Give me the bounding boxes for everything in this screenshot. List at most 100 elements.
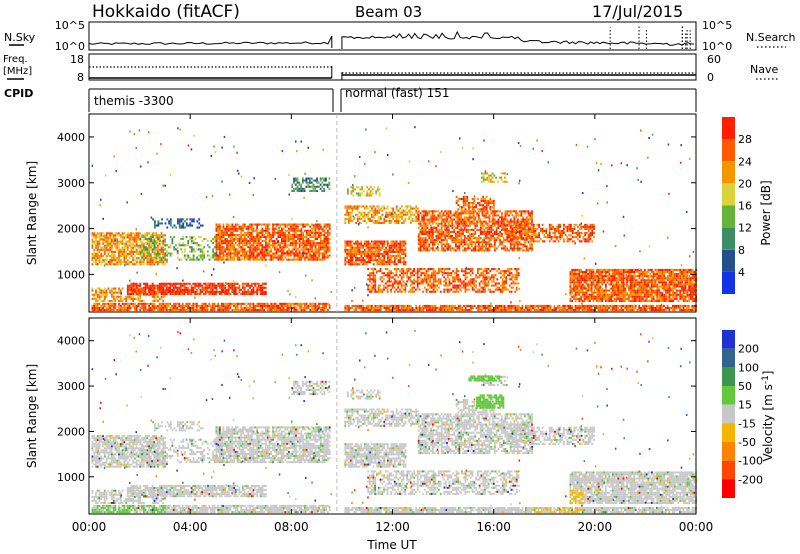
power-cell [279,231,281,234]
power-cell [388,263,391,266]
power-cell [311,244,313,247]
power-cell [369,261,371,264]
power-cell [489,307,492,310]
power-cell [135,244,138,247]
power-cell [151,302,154,305]
power-cell [105,293,108,296]
power-cell [289,238,292,241]
power-cell [498,288,500,291]
power-cell [302,225,304,228]
power-cell [318,244,320,247]
power-cell [629,307,632,310]
power-cell [254,282,257,285]
power-cell [266,229,269,232]
power-cell [365,207,368,210]
power-cell [266,248,269,251]
power-cell [378,211,380,214]
power-cell [369,280,371,283]
power-cell [466,304,469,307]
power-cell [153,234,156,237]
power-cell [266,302,269,305]
power-cell [96,309,99,312]
power-cell [112,291,115,294]
power-cell [463,239,466,242]
power-cell [155,254,158,257]
power-cell [242,286,244,289]
power-cell [427,288,430,291]
power-cell [571,304,573,307]
power-cell [641,309,644,312]
power-cell [212,254,214,257]
power-cell [189,238,191,241]
power-cell [419,249,422,252]
power-cell [196,302,198,305]
power-cell [250,254,253,257]
power-cell [291,250,294,253]
power-cell [196,242,198,245]
power-cell [208,282,211,285]
power-cell [137,257,140,260]
power-cell [159,256,161,259]
power-cell [569,304,572,307]
power-cell [119,259,122,262]
power-cell [201,304,204,307]
power-cell [489,290,492,293]
power-cell [472,247,475,250]
power-cell [449,237,452,240]
power-cell [243,288,246,291]
power-cell [121,302,124,305]
power-cell [395,250,398,253]
power-cell [356,217,359,220]
power-cell [472,220,475,223]
power-cell [93,261,96,264]
power-cell [395,257,398,260]
power-cell [457,307,460,310]
power-cell [273,254,276,257]
power-cell [153,297,156,300]
power-cell [153,263,156,266]
power-cell [406,268,408,271]
power-cell [471,268,474,271]
power-cell [370,288,373,291]
power-cell [319,258,322,261]
power-cell [362,219,364,222]
power-cell [440,245,443,248]
power-cell [279,250,281,253]
power-cell [121,254,124,257]
power-cell [105,232,108,235]
power-cell [462,284,465,287]
power-cell [305,304,308,307]
power-cell [224,233,227,236]
power-cell [296,252,299,255]
power-cell [231,284,234,287]
power-cell [293,223,296,226]
power-cell [194,282,196,285]
power-cell [439,270,442,273]
power-cell [245,304,248,307]
power-cell [501,278,504,281]
power-cell [109,232,111,235]
power-cell [349,254,352,257]
power-cell [328,307,331,310]
power-cell [496,309,499,312]
power-cell [111,259,113,262]
power-cell [348,254,350,257]
power-cell [327,248,329,251]
power-cell [502,304,504,307]
power-cell [98,309,101,312]
power-cell [421,243,424,246]
power-cell [351,254,354,257]
power-cell [134,307,136,310]
power-cell [183,307,186,310]
power-cell [440,232,443,235]
power-cell [358,259,361,262]
power-cell [517,307,520,310]
power-cell [631,309,634,312]
power-cell [250,223,253,226]
power-cell [305,302,308,305]
power-cell [388,304,391,307]
power-cell [505,307,508,310]
power-cell [363,252,366,255]
power-cell [187,242,190,245]
power-cell [480,309,483,312]
